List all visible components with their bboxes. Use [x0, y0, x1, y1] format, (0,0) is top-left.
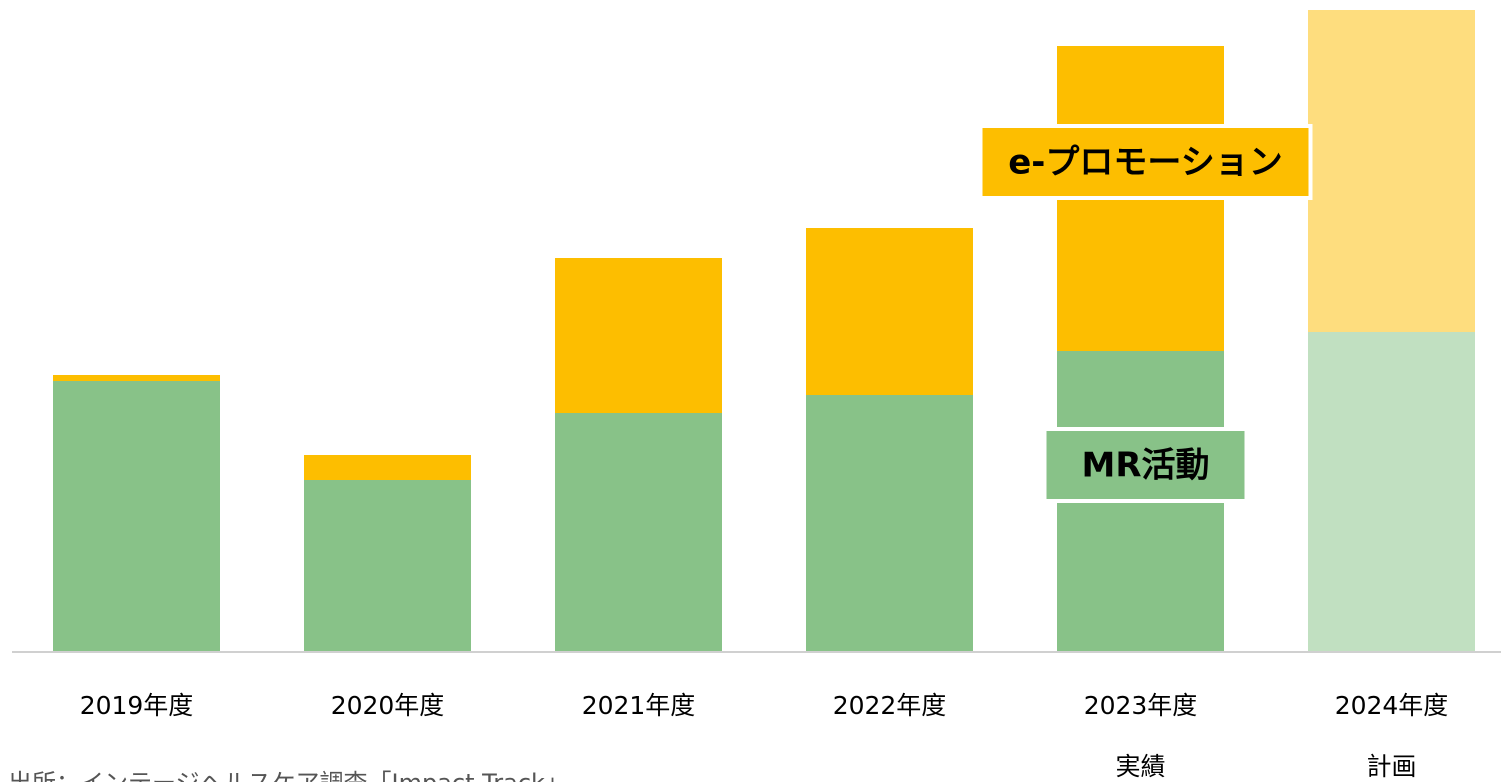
- bar-segment: [1308, 332, 1475, 652]
- x-tick-label: 2024年度: [1335, 691, 1449, 720]
- series-label-box: [978, 124, 1313, 200]
- x-tick-label: 2020年度: [331, 691, 445, 720]
- bar-segment: [555, 413, 722, 652]
- bar-segment: [304, 480, 471, 652]
- series-label: MR活動: [1081, 446, 1209, 486]
- x-tick-label: 2019年度: [80, 691, 194, 720]
- x-sublabel: 実績: [1115, 752, 1165, 781]
- bar-segment: [806, 228, 973, 395]
- x-tick-label: 2023年度: [1084, 691, 1198, 720]
- x-sublabel: 計画: [1366, 752, 1416, 781]
- bar-segment: [555, 258, 722, 413]
- x-tick-label: 2022年度: [833, 691, 947, 720]
- bar-segment: [806, 395, 973, 652]
- series-label-box: [1042, 427, 1249, 503]
- series-label: e-プロモーション: [1008, 143, 1283, 183]
- bar-segment: [304, 455, 471, 480]
- x-tick-label: 2021年度: [582, 691, 696, 720]
- bar-segment: [53, 375, 220, 381]
- bar-segment: [1308, 10, 1475, 332]
- source-note: 出所：インテージヘルスケア調査「Impact Track」: [8, 769, 569, 782]
- bar-segment: [53, 381, 220, 652]
